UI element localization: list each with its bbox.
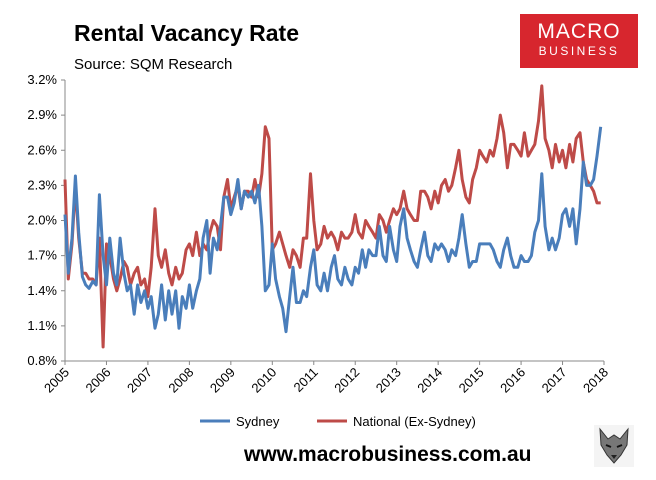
chart-title: Rental Vacancy Rate xyxy=(74,20,300,46)
x-tick-label: 2018 xyxy=(580,365,611,396)
macro-business-logo: MACRO BUSINESS xyxy=(520,14,638,68)
logo-line-1: MACRO xyxy=(537,20,621,43)
y-tick-label: 1.1% xyxy=(27,318,57,333)
series-line-sydney xyxy=(63,126,603,334)
y-tick-label: 1.7% xyxy=(27,248,57,263)
chart-axes: 0.8% 1.1% 1.4% 1.7% 2.0% 2.3% 2.6% 2.9% 3.2% 2005… xyxy=(27,72,611,396)
y-tick-label: 3.2% xyxy=(27,72,57,87)
x-tick-label: 2017 xyxy=(539,365,570,396)
y-tick-label: 0.8% xyxy=(27,353,57,368)
x-tick-label: 2016 xyxy=(497,365,528,396)
x-tick-label: 2015 xyxy=(456,365,487,396)
chart-source: Source: SQM Research xyxy=(74,56,233,73)
logo-line-2: BUSINESS xyxy=(538,44,620,58)
y-tick-label: 2.3% xyxy=(27,177,57,192)
y-tick-label: 1.4% xyxy=(27,283,57,298)
x-tick-label: 2012 xyxy=(331,365,362,396)
legend-label: National (Ex-Sydney) xyxy=(353,414,476,429)
x-tick-label: 2014 xyxy=(414,365,445,396)
y-tick-label: 2.9% xyxy=(27,107,57,122)
chart-legend: Sydney National (Ex-Sydney) xyxy=(200,414,476,429)
x-tick-label: 2007 xyxy=(124,365,155,396)
wolf-logo-icon xyxy=(594,425,634,467)
chart-series xyxy=(63,84,603,349)
y-tick-label: 2.0% xyxy=(27,213,57,228)
x-tick-label: 2011 xyxy=(291,365,321,395)
legend-label: Sydney xyxy=(236,414,280,429)
series-line-national xyxy=(63,84,601,349)
x-tick-label: 2010 xyxy=(248,365,279,396)
x-tick-label: 2006 xyxy=(83,365,114,396)
y-tick-label: 2.6% xyxy=(27,142,57,157)
x-tick-label: 2013 xyxy=(373,365,404,396)
footer-url: www.macrobusiness.com.au xyxy=(244,443,532,466)
x-tick-label: 2008 xyxy=(165,365,196,396)
x-tick-label: 2005 xyxy=(41,365,72,396)
x-tick-label: 2009 xyxy=(207,365,238,396)
